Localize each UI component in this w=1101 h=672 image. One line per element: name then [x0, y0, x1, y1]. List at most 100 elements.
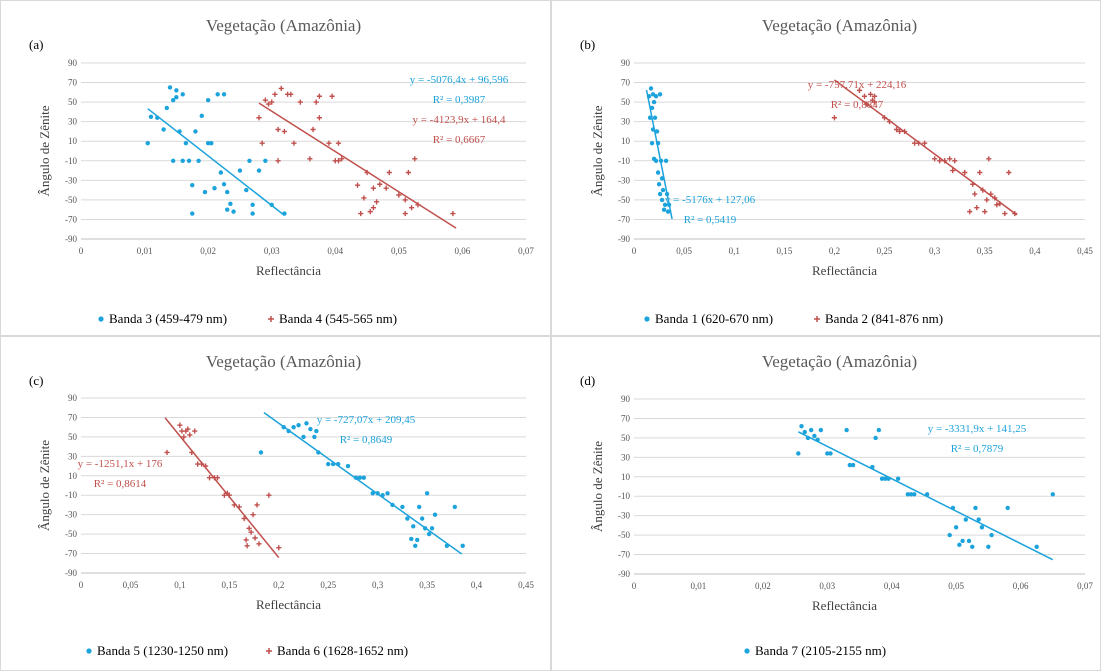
y-tick-label: 90 [621, 58, 631, 68]
legend-marker [268, 316, 274, 322]
data-point [254, 502, 260, 508]
y-tick-label: -30 [618, 511, 630, 521]
data-point [202, 189, 208, 195]
data-point [308, 426, 313, 432]
y-axis-title: Ângulo de Zênite [590, 441, 605, 532]
data-point [262, 97, 268, 103]
y-tick-label: 30 [621, 117, 631, 127]
y-tick-label: 90 [68, 58, 78, 68]
data-point [922, 140, 928, 146]
x-tick-label: 0,05 [676, 246, 692, 256]
r-squared-label: R² = 0,8847 [831, 99, 884, 111]
x-tick-label: 0,1 [729, 246, 740, 256]
data-point [177, 422, 183, 428]
x-tick-label: 0,45 [1077, 246, 1093, 256]
data-point [263, 158, 268, 163]
x-axis-title: Reflectância [256, 597, 321, 612]
chart-title: Vegetação (Amazônia) [762, 352, 917, 371]
data-point [663, 158, 669, 163]
y-tick-label: 70 [621, 413, 631, 423]
data-point [367, 209, 373, 215]
x-tick-label: 0,15 [221, 580, 237, 590]
data-point [979, 525, 985, 530]
chart-panel-d: (d) Vegetação (Amazônia) 90 70 50 30 10 -10 -30 -… [551, 336, 1101, 671]
data-point [192, 428, 198, 434]
data-point [244, 187, 249, 193]
data-point [972, 191, 978, 197]
data-point [429, 526, 435, 531]
y-tick-label: 70 [621, 78, 631, 88]
trendline-equation: y = -757,71x + 224,16 [808, 79, 907, 91]
legend-label: Banda 4 (545-565 nm) [279, 311, 397, 326]
data-point [966, 538, 972, 544]
x-tick-label: 0,01 [691, 581, 707, 591]
data-point [187, 432, 193, 438]
trendline [797, 431, 1054, 561]
data-point [266, 492, 272, 498]
y-tick-label: 70 [68, 412, 78, 422]
x-tick-label: 0,02 [200, 246, 216, 256]
data-point [962, 169, 968, 176]
y-tick-label: 50 [621, 97, 631, 107]
data-point [662, 202, 668, 207]
data-point [383, 185, 389, 191]
trendline-equation: y = -4123,9x + 164,4 [412, 114, 506, 126]
data-point [256, 115, 262, 121]
data-point [828, 451, 833, 456]
trendline-equation: y = -727,07x + 209,45 [317, 414, 416, 426]
y-tick-label: -30 [618, 175, 630, 185]
y-tick-label: -10 [65, 490, 77, 500]
data-point [937, 158, 943, 164]
data-point [879, 476, 885, 481]
y-tick-label: 30 [68, 117, 78, 127]
trendline-equation: y = -1251,1x + 176 [78, 458, 163, 470]
y-tick-label: -90 [65, 568, 77, 578]
data-point [370, 185, 377, 191]
y-tick-label: -30 [65, 175, 77, 185]
legend-marker [86, 648, 92, 654]
data-point [655, 170, 661, 175]
data-point [252, 535, 258, 541]
panel-label-d: (d) [580, 373, 595, 388]
y-tick-label: -50 [65, 529, 77, 539]
trendline [263, 412, 463, 555]
data-point [385, 491, 390, 496]
data-point [361, 475, 367, 480]
data-point [258, 450, 264, 455]
data-point [256, 541, 262, 547]
data-point [796, 451, 801, 456]
data-point [661, 207, 667, 212]
data-point [326, 461, 331, 467]
data-point [358, 210, 364, 217]
trendline [164, 417, 280, 559]
y-tick-label: -70 [65, 549, 77, 559]
data-point [660, 187, 666, 193]
data-point [164, 449, 170, 456]
data-point [180, 92, 185, 97]
data-point [196, 158, 201, 163]
data-point [304, 421, 309, 426]
y-tick-label: -90 [618, 234, 630, 244]
data-point [297, 99, 303, 105]
data-point [214, 475, 221, 481]
panel-label-b: (b) [580, 37, 595, 52]
r-squared-label: R² = 0,3987 [433, 94, 486, 106]
y-tick-label: -90 [65, 234, 77, 244]
data-point [844, 427, 849, 433]
data-point [248, 529, 254, 535]
data-point [405, 169, 411, 176]
data-point [183, 140, 189, 146]
data-point [405, 516, 410, 521]
y-tick-label: 50 [68, 432, 78, 442]
data-point [867, 91, 874, 97]
y-tick-label: 10 [621, 472, 631, 482]
series-red [164, 422, 282, 551]
data-point [256, 168, 262, 173]
data-point [994, 202, 1000, 208]
data-point [883, 476, 888, 481]
legend-label: Banda 5 (1230-1250 nm) [97, 643, 228, 658]
data-point [244, 543, 250, 549]
y-tick-label: -10 [618, 491, 630, 501]
data-point [310, 126, 316, 133]
data-point [417, 504, 422, 510]
